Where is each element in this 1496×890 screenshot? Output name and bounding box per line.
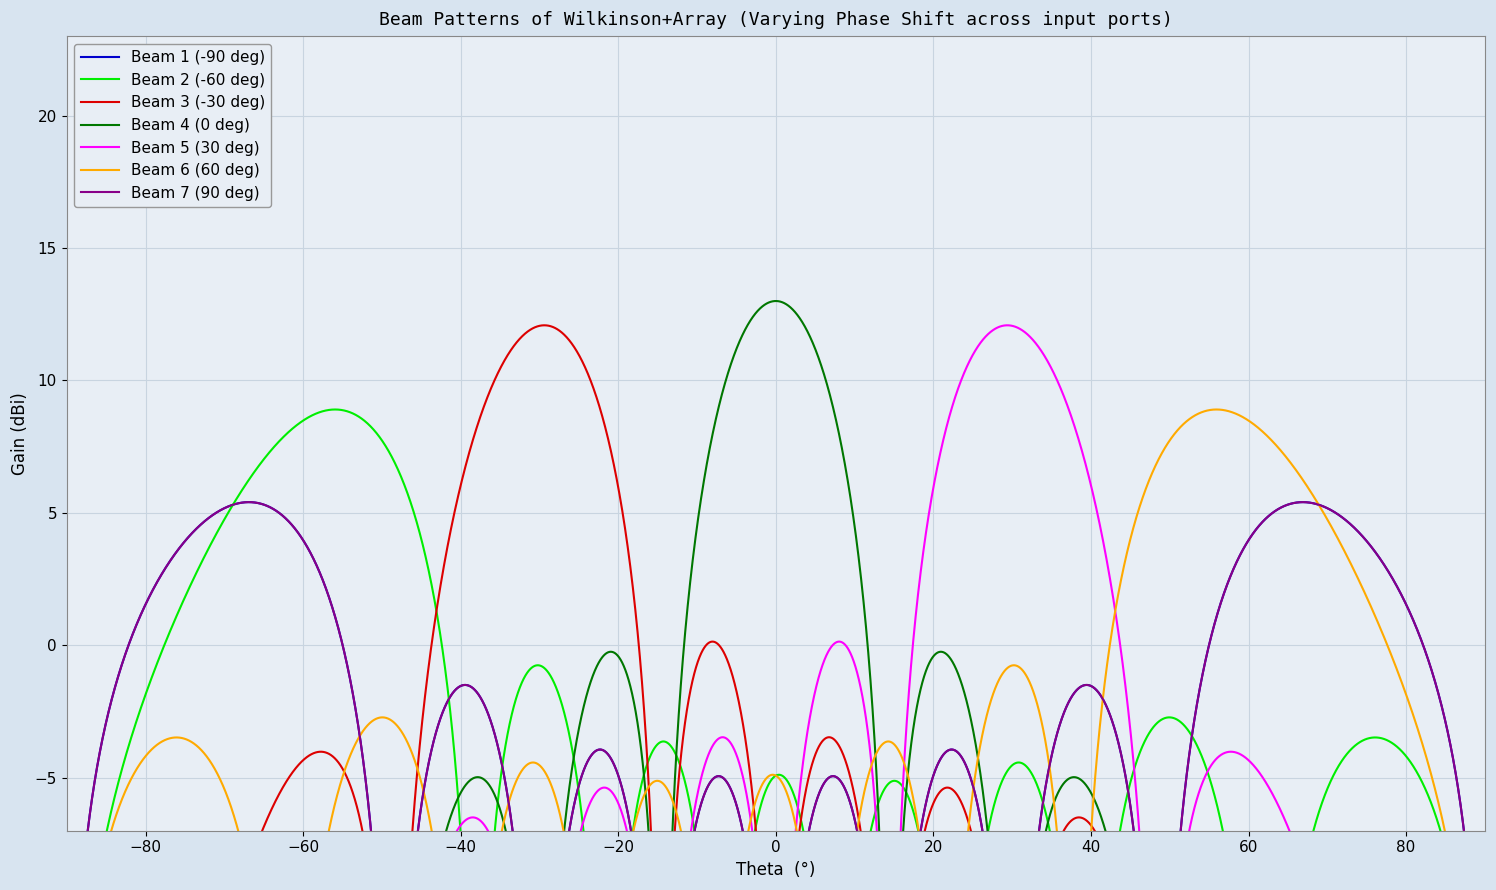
Beam 7 (90 deg) [1384,574,1402,585]
Beam 7 (90 deg) [411,808,429,819]
Beam 4 (0 deg) [968,748,986,758]
Beam 5 (30 deg) [729,752,747,763]
Beam 2 (-60 deg) [411,530,429,540]
Beam 4 (0 deg) [916,670,934,681]
Beam 7 (90 deg) [968,797,986,808]
Beam 1 (-90 deg) [239,497,257,507]
Line: Beam 5 (30 deg): Beam 5 (30 deg) [67,325,1486,890]
Line: Beam 4 (0 deg): Beam 4 (0 deg) [67,301,1486,890]
X-axis label: Theta  (°): Theta (°) [736,861,815,879]
Beam 4 (0 deg) [729,341,747,352]
Beam 7 (90 deg) [1073,681,1091,692]
Beam 3 (-30 deg) [536,320,554,330]
Beam 1 (-90 deg) [729,804,747,814]
Beam 6 (60 deg) [411,773,429,783]
Beam 6 (60 deg) [1384,654,1402,665]
Beam 6 (60 deg) [916,872,934,883]
Beam 1 (-90 deg) [1073,681,1091,692]
Title: Beam Patterns of Wilkinson+Array (Varying Phase Shift across input ports): Beam Patterns of Wilkinson+Array (Varyin… [378,11,1173,29]
Beam 1 (-90 deg) [1384,574,1402,585]
Beam 5 (30 deg) [1073,447,1091,457]
Beam 3 (-30 deg) [968,854,986,864]
Beam 2 (-60 deg) [1384,739,1402,749]
Beam 5 (30 deg) [998,320,1016,330]
Beam 2 (-60 deg) [326,404,344,415]
Beam 2 (-60 deg) [916,859,934,870]
Beam 1 (-90 deg) [968,797,986,808]
Beam 1 (-90 deg) [411,808,429,819]
Y-axis label: Gain (dBi): Gain (dBi) [10,392,28,474]
Beam 4 (0 deg) [1073,775,1091,786]
Beam 6 (60 deg) [1207,404,1225,415]
Line: Beam 6 (60 deg): Beam 6 (60 deg) [67,409,1486,890]
Beam 5 (30 deg) [916,538,934,549]
Beam 3 (-30 deg) [729,691,747,701]
Line: Beam 2 (-60 deg): Beam 2 (-60 deg) [67,409,1486,890]
Beam 7 (90 deg) [916,805,934,815]
Beam 7 (90 deg) [239,497,257,507]
Beam 7 (90 deg) [729,804,747,814]
Beam 5 (30 deg) [968,343,986,353]
Beam 1 (-90 deg) [916,805,934,815]
Legend: Beam 1 (-90 deg), Beam 2 (-60 deg), Beam 3 (-30 deg), Beam 4 (0 deg), Beam 5 (30: Beam 1 (-90 deg), Beam 2 (-60 deg), Beam… [75,44,271,206]
Line: Beam 7 (90 deg): Beam 7 (90 deg) [67,502,1486,890]
Beam 6 (60 deg) [968,758,986,769]
Beam 3 (-30 deg) [916,827,934,837]
Beam 3 (-30 deg) [1073,813,1091,823]
Line: Beam 1 (-90 deg): Beam 1 (-90 deg) [67,502,1486,890]
Beam 3 (-30 deg) [411,736,429,747]
Beam 4 (0 deg) [767,295,785,306]
Line: Beam 3 (-30 deg): Beam 3 (-30 deg) [67,325,1486,890]
